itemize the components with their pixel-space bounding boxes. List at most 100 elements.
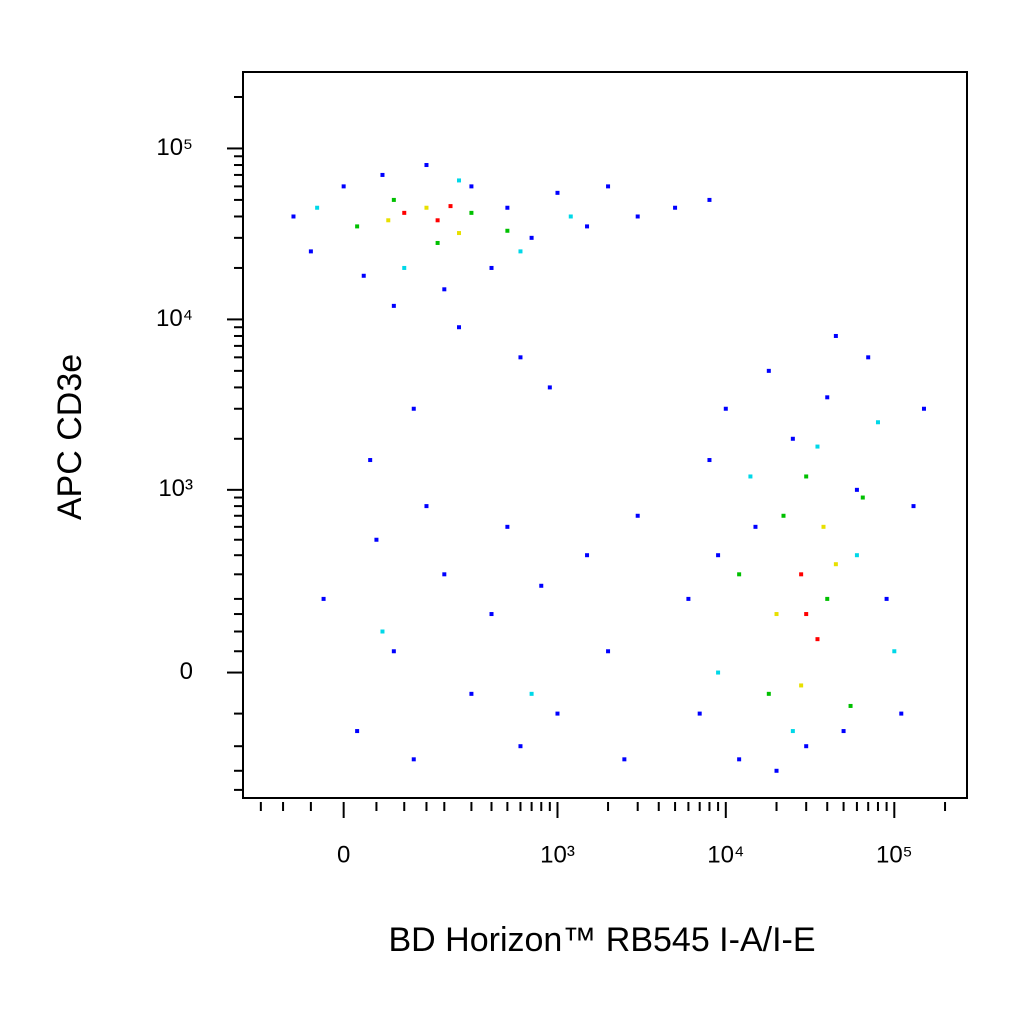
data-point <box>774 768 779 773</box>
data-point <box>341 184 346 189</box>
data-point <box>435 240 440 245</box>
y-tick-label: 10⁴ <box>156 305 193 332</box>
data-point <box>505 524 510 529</box>
data-point <box>707 458 712 463</box>
data-point <box>911 504 916 509</box>
plot-frame <box>242 71 968 799</box>
data-point <box>606 649 611 654</box>
data-point <box>391 649 396 654</box>
data-point <box>815 444 820 449</box>
data-point <box>673 205 678 210</box>
data-point <box>529 235 534 240</box>
data-point <box>518 249 523 254</box>
data-point <box>622 757 627 762</box>
data-point <box>448 204 453 209</box>
data-point <box>529 691 534 696</box>
x-tick-label: 10⁴ <box>707 841 744 868</box>
data-point <box>875 420 880 425</box>
data-point <box>469 691 474 696</box>
data-point <box>841 729 846 734</box>
data-point <box>799 683 804 688</box>
data-point <box>892 649 897 654</box>
x-tick-label: 10³ <box>540 841 575 868</box>
data-point <box>635 513 640 518</box>
data-point <box>790 729 795 734</box>
data-point <box>489 265 494 270</box>
data-point <box>424 163 429 168</box>
data-point <box>866 355 871 360</box>
data-point <box>424 504 429 509</box>
data-point <box>723 406 728 411</box>
data-point <box>716 553 721 558</box>
data-point <box>737 572 742 577</box>
data-point <box>505 228 510 233</box>
data-point <box>921 406 926 411</box>
data-point <box>555 711 560 716</box>
data-point <box>380 629 385 634</box>
data-point <box>547 385 552 390</box>
data-point <box>469 210 474 215</box>
x-axis-title: BD Horizon™ RB545 I-A/I-E <box>388 921 815 959</box>
data-point <box>505 205 510 210</box>
data-point <box>308 249 313 254</box>
data-point <box>848 703 853 708</box>
data-point <box>391 303 396 308</box>
data-point <box>442 572 447 577</box>
y-tick-label: 0 <box>180 658 193 685</box>
data-point <box>355 729 360 734</box>
data-point <box>489 612 494 617</box>
data-point <box>854 553 859 558</box>
data-point <box>402 265 407 270</box>
data-point <box>825 596 830 601</box>
data-point <box>899 711 904 716</box>
data-point <box>707 197 712 202</box>
data-point <box>442 287 447 292</box>
data-point <box>854 487 859 492</box>
data-point <box>391 197 396 202</box>
data-point <box>833 562 838 567</box>
data-point <box>815 637 820 642</box>
data-point <box>686 596 691 601</box>
data-point <box>766 368 771 373</box>
data-point <box>411 406 416 411</box>
data-point <box>568 214 573 219</box>
data-point <box>374 537 379 542</box>
data-point <box>380 172 385 177</box>
data-point <box>457 231 462 236</box>
data-point <box>457 325 462 330</box>
data-point <box>804 474 809 479</box>
data-point <box>606 184 611 189</box>
data-point <box>518 744 523 749</box>
y-tick-label: 10⁵ <box>156 134 193 161</box>
data-point <box>753 524 758 529</box>
data-point <box>697 711 702 716</box>
y-axis-title: APC CD3e <box>51 354 89 520</box>
data-point <box>833 333 838 338</box>
data-point <box>368 458 373 463</box>
data-point <box>748 474 753 479</box>
data-point <box>355 224 360 229</box>
data-point <box>386 218 391 223</box>
data-point <box>790 436 795 441</box>
data-point <box>291 214 296 219</box>
data-point <box>716 670 721 675</box>
data-point <box>321 596 326 601</box>
data-point <box>737 757 742 762</box>
data-point <box>781 513 786 518</box>
data-point <box>766 691 771 696</box>
data-point <box>315 205 320 210</box>
data-point <box>825 395 830 400</box>
data-point <box>469 184 474 189</box>
y-tick-label: 10³ <box>158 475 193 502</box>
data-point <box>585 553 590 558</box>
data-point <box>402 210 407 215</box>
data-point <box>585 224 590 229</box>
data-point <box>424 205 429 210</box>
data-point <box>774 612 779 617</box>
data-point <box>457 178 462 183</box>
x-tick-label: 10⁵ <box>876 841 913 868</box>
data-point <box>411 757 416 762</box>
data-point <box>804 744 809 749</box>
